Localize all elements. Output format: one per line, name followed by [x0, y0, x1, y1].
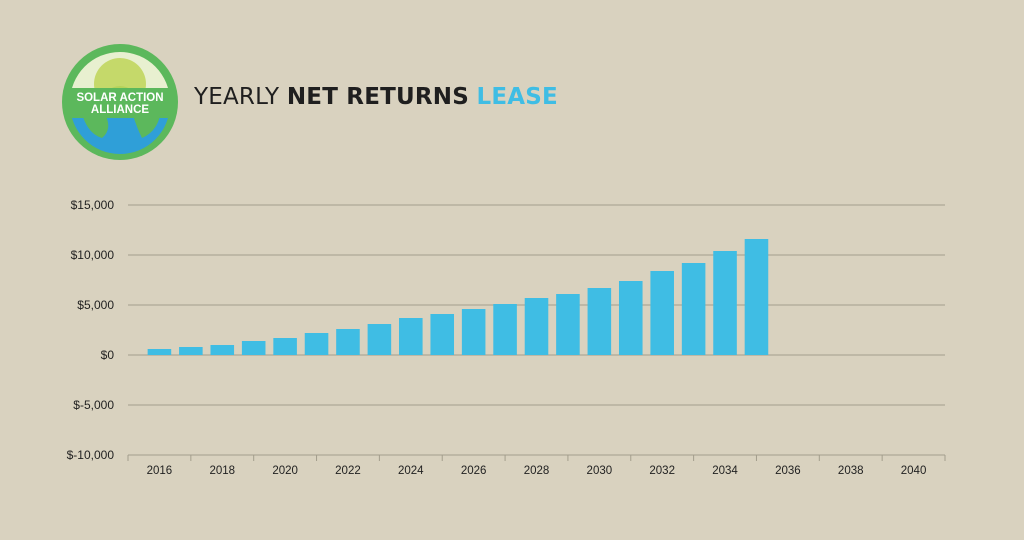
x-tick-label: 2032: [649, 465, 675, 477]
title-part-net-returns: NET RETURNS: [286, 84, 469, 110]
bar: [336, 329, 360, 355]
bar: [367, 324, 392, 355]
bar: [744, 239, 769, 355]
bar: [147, 349, 172, 355]
bar: [241, 341, 266, 355]
bar: [430, 314, 455, 355]
x-tick-label: 2024: [398, 465, 424, 477]
x-tick-label: 2040: [901, 465, 927, 477]
bar: [273, 338, 297, 355]
y-tick-label: $-5,000: [73, 398, 114, 412]
y-tick-label: $0: [101, 348, 115, 362]
page-title: YEARLY NET RETURNS LEASE: [194, 84, 558, 110]
x-tick-label: 2036: [775, 465, 801, 477]
y-tick-label: $15,000: [71, 198, 115, 212]
title-part-yearly: YEARLY: [194, 84, 280, 110]
bar: [713, 251, 737, 355]
x-tick-label: 2016: [147, 465, 173, 477]
x-tick-label: 2022: [335, 465, 361, 477]
x-tick-label: 2038: [838, 465, 864, 477]
bar: [650, 271, 674, 355]
x-tick-label: 2028: [524, 465, 550, 477]
logo-text-line1: SOLAR ACTION: [76, 92, 163, 104]
bar: [399, 318, 423, 355]
y-tick-label: $5,000: [77, 298, 114, 312]
bar: [179, 347, 203, 355]
y-tick-label: $-10,000: [67, 448, 115, 462]
bar: [524, 298, 549, 355]
solar-action-alliance-logo: SOLAR ACTION ALLIANCE: [62, 44, 178, 160]
bar: [618, 281, 643, 355]
bar: [493, 304, 517, 355]
x-tick-label: 2018: [209, 465, 235, 477]
x-tick-label: 2034: [712, 465, 738, 477]
logo-banner: [68, 88, 172, 118]
bar: [304, 333, 329, 355]
logo-text-line2: ALLIANCE: [91, 104, 149, 116]
bar: [681, 263, 706, 355]
bar: [210, 345, 235, 355]
bar: [587, 288, 612, 355]
x-tick-label: 2026: [461, 465, 487, 477]
title-part-lease: LEASE: [476, 84, 558, 110]
bar: [461, 309, 486, 355]
x-tick-label: 2030: [587, 465, 613, 477]
x-tick-label: 2020: [272, 465, 298, 477]
bar: [556, 294, 580, 355]
y-tick-label: $10,000: [71, 248, 115, 262]
